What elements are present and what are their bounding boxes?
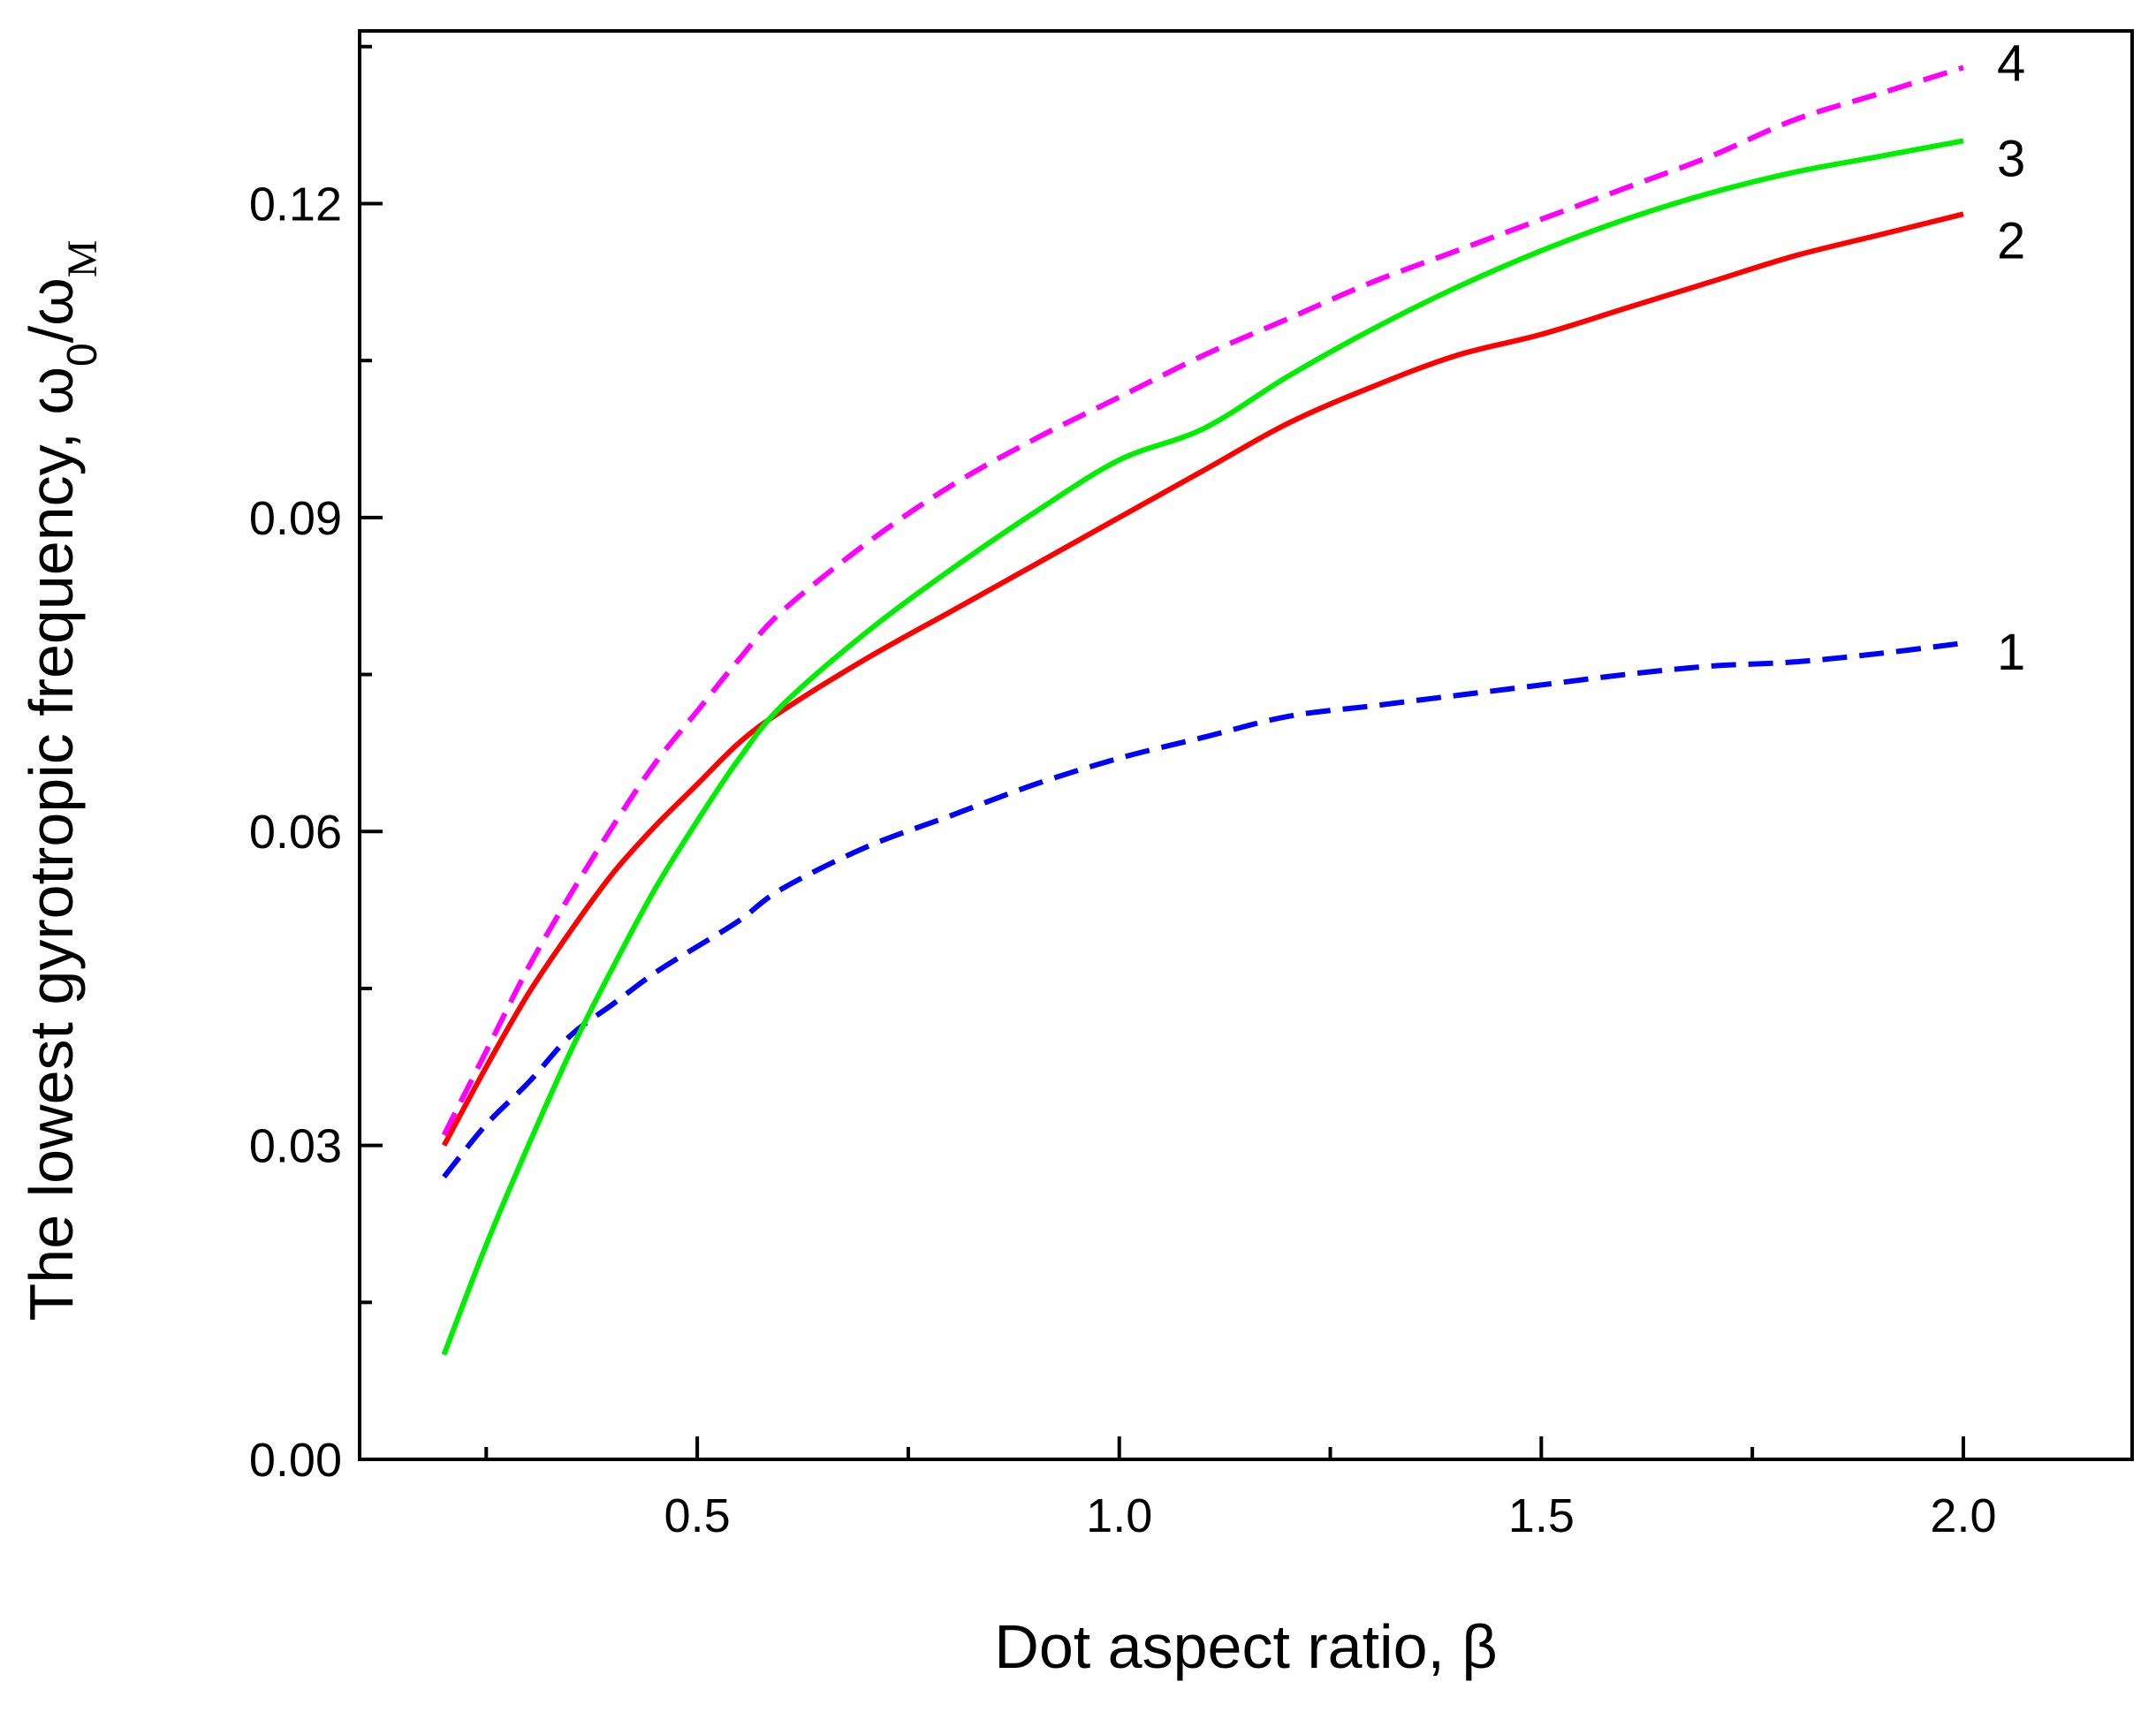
series-4-line (441, 64, 1964, 1137)
y-tick-label: 0.00 (249, 1434, 342, 1487)
y-tick-label: 0.09 (249, 492, 342, 545)
y-tick-label: 0.06 (249, 806, 342, 859)
axis-ticks (360, 44, 1965, 1461)
x-tick-label: 2.0 (1930, 1489, 1996, 1542)
axis-tick-labels: 0.5 1.0 1.5 2.0 0.00 0.03 0.06 0.09 0.12 (249, 178, 1997, 1542)
y-axis-title: The lowest gyrotropic frequency, ω0/ωM (17, 240, 106, 1322)
series-4-label: 4 (1997, 34, 2025, 92)
series-3-label: 3 (1997, 130, 2025, 187)
y-axis-title-slash: / (17, 325, 86, 343)
series-lines (441, 64, 1964, 1356)
series-1-line (442, 640, 1964, 1179)
series-1-label: 1 (1997, 624, 2025, 681)
y-tick-label: 0.03 (249, 1120, 342, 1173)
series-3-line (441, 138, 1964, 1356)
y-axis-title-prefix: The lowest gyrotropic frequency, (17, 415, 86, 1322)
x-tick-label: 1.0 (1086, 1489, 1152, 1542)
x-tick-label: 0.5 (664, 1489, 731, 1542)
y-axis-title-subM: M (59, 240, 106, 278)
series-labels: 1 2 3 4 (1997, 34, 2025, 681)
y-tick-label: 0.12 (249, 178, 342, 231)
plot-frame (358, 29, 2134, 1461)
x-axis-title: Dot aspect ratio, β (994, 1612, 1497, 1681)
series-2-label: 2 (1997, 212, 2025, 269)
y-axis-title-omega2: ω (17, 277, 86, 326)
y-axis-title-sub0: 0 (59, 343, 106, 367)
series-2-line (441, 211, 1964, 1148)
y-axis-title-omega: ω (17, 367, 86, 415)
x-tick-label: 1.5 (1508, 1489, 1575, 1542)
